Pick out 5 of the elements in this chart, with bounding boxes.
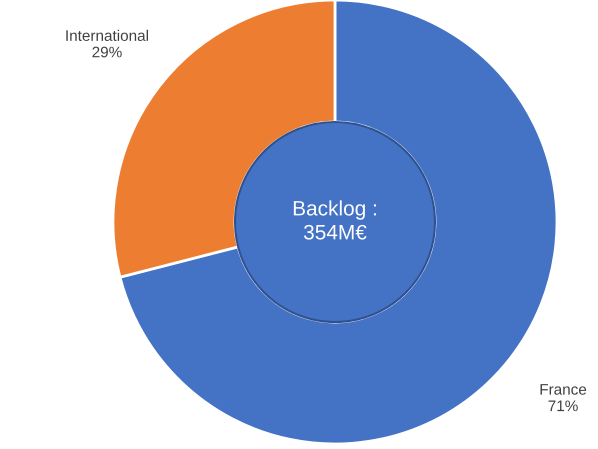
slice-label: France: [540, 384, 586, 395]
text: Backlog : 354M€: [294, 200, 376, 240]
slice-label: International: [66, 30, 148, 41]
data-label: 71%: [548, 400, 578, 412]
data-label: 29%: [92, 46, 122, 58]
